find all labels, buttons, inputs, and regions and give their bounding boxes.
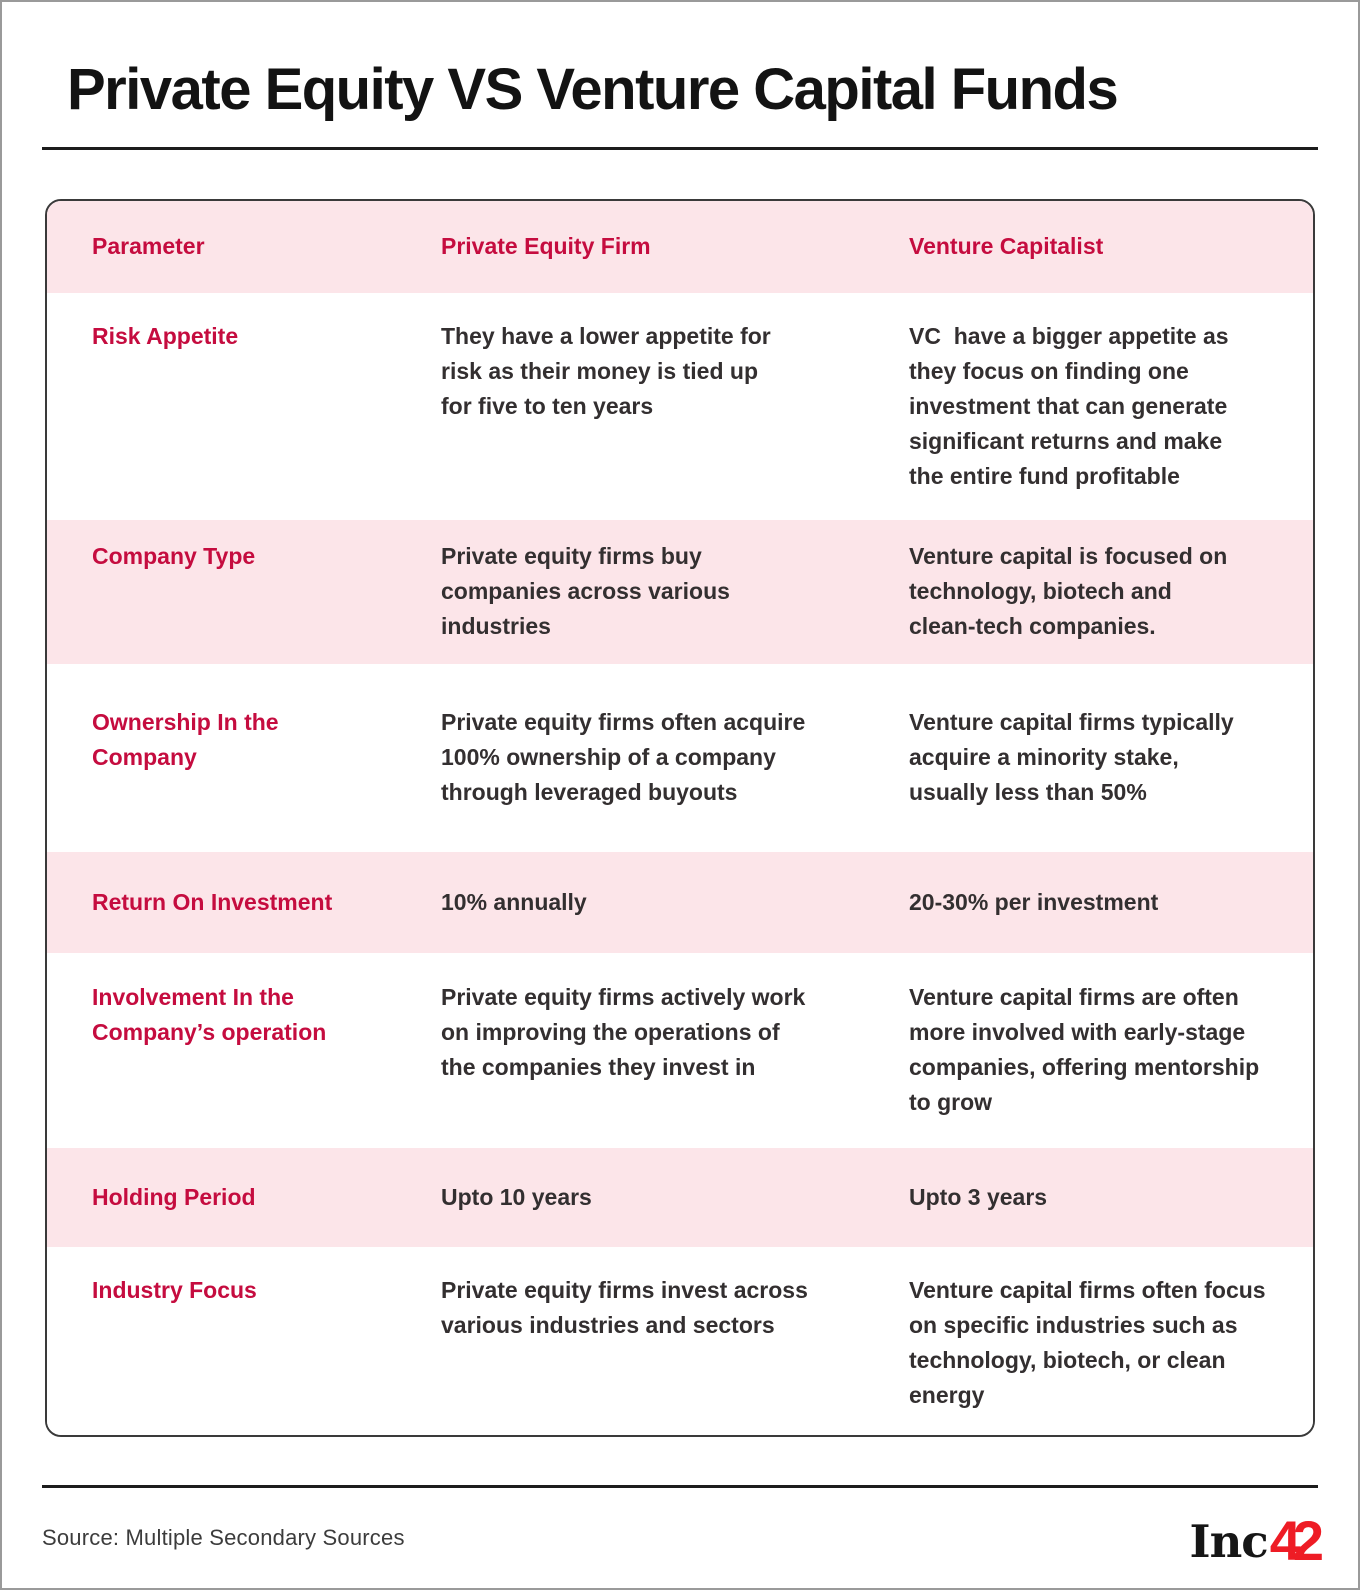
vc-cell: Venture capital firms often focus on spe… [909,1276,1266,1408]
vc-cell: Upto 3 years [909,1183,1048,1210]
table-row: Industry Focus Private equity firms inve… [47,1246,1313,1435]
vc-cell: Venture capital firms are often more inv… [909,984,1260,1116]
row-label: Holding Period [92,1183,256,1210]
column-header-private-equity: Private Equity Firm [441,233,651,260]
row-label: Ownership In the Company [92,709,279,771]
footer-divider [42,1484,1318,1488]
inc42-logo: Inc 42 [1189,1508,1325,1572]
row-label: Risk Appetite [92,322,239,349]
logo-42-text: 42 [1269,1508,1324,1572]
pe-cell: They have a lower appetite for risk as t… [441,322,771,419]
table-row: Risk Appetite They have a lower appetite… [47,292,1313,520]
vc-cell: Venture capital firms typically acquire … [909,709,1234,806]
vc-cell: VC have a bigger appetite as they focus … [909,322,1229,489]
row-label: Involvement In the Company’s operation [92,984,327,1046]
pe-cell: Private equity firms invest across vario… [441,1276,808,1338]
row-label: Company Type [92,543,256,570]
pe-cell: 10% annually [441,888,587,915]
footer: Source: Multiple Secondary Sources Inc 4… [42,1508,1325,1572]
vc-cell: 20-30% per investment [909,888,1159,915]
row-label: Return On Investment [92,888,333,915]
source-text: Source: Multiple Secondary Sources [42,1524,405,1550]
pe-cell: Upto 10 years [441,1183,592,1210]
column-header-venture-capitalist: Venture Capitalist [909,233,1104,260]
row-label: Industry Focus [92,1276,257,1303]
vc-cell: Venture capital is focused on technology… [909,543,1228,640]
comparison-table: Parameter Private Equity Firm Venture Ca… [45,198,1315,1437]
pe-cell: Private equity firms often acquire 100% … [441,709,806,806]
table-row: Holding Period Upto 10 years Upto 3 year… [47,1147,1313,1247]
table-row: Involvement In the Company’s operation P… [47,952,1313,1148]
column-header-parameter: Parameter [92,233,205,260]
pe-cell: Private equity firms actively work on im… [441,984,806,1081]
table-row: Ownership In the Company Private equity … [47,663,1313,852]
table-header-row: Parameter Private Equity Firm Venture Ca… [47,200,1313,293]
table-row: Company Type Private equity firms buy co… [47,519,1313,664]
page-title: Private Equity VS Venture Capital Funds [67,57,1119,122]
table-row: Return On Investment 10% annually 20-30%… [47,851,1313,953]
title-divider [42,146,1318,150]
logo-inc-text: Inc [1189,1514,1269,1568]
pe-cell: Private equity firms buy companies acros… [441,543,730,640]
